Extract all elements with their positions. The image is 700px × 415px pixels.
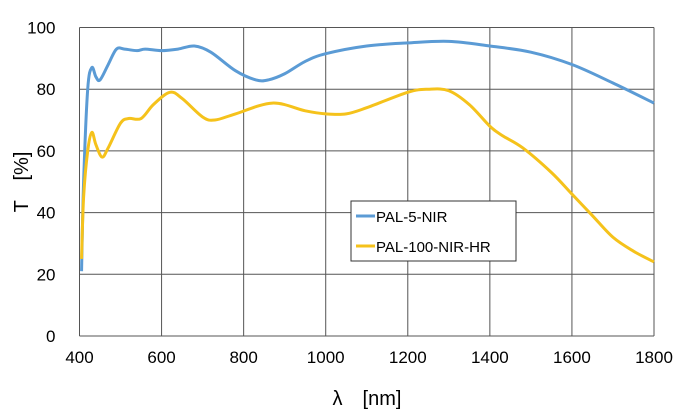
x-tick-label: 400 (65, 348, 93, 367)
tick-labels: 400 600 800 1000 1200 1400 1600 1800 0 20 40 60 80 10… (27, 19, 673, 368)
legend: PAL-5-NIR PAL-100-NIR-HR (350, 200, 517, 262)
legend-box (350, 200, 517, 262)
y-tick-label: 40 (37, 204, 56, 223)
legend-label-pal-100-nir-hr: PAL-100-NIR-HR (376, 239, 491, 256)
x-tick-label: 1000 (307, 348, 345, 367)
y-tick-label: 80 (37, 80, 56, 99)
x-tick-label: 1800 (635, 348, 673, 367)
y-axis-label: T [%] (11, 152, 33, 213)
series-lines (80, 39, 655, 272)
y-tick-label: 100 (27, 19, 55, 38)
series-line-pal-5-nir (80, 39, 655, 272)
y-tick-label: 60 (37, 142, 56, 161)
legend-label-pal-5-nir: PAL-5-NIR (376, 209, 448, 226)
y-tick-label: 20 (37, 265, 56, 284)
x-tick-label: 600 (147, 348, 175, 367)
series-line-pal-100-nir-hr (80, 87, 655, 264)
x-tick-label: 1600 (553, 348, 591, 367)
x-tick-label: 1200 (389, 348, 427, 367)
y-tick-label: 0 (46, 327, 55, 346)
x-tick-label: 800 (229, 348, 257, 367)
x-axis-label: λ [nm] (333, 388, 402, 410)
x-tick-label: 1400 (471, 348, 509, 367)
grid (79, 27, 655, 337)
